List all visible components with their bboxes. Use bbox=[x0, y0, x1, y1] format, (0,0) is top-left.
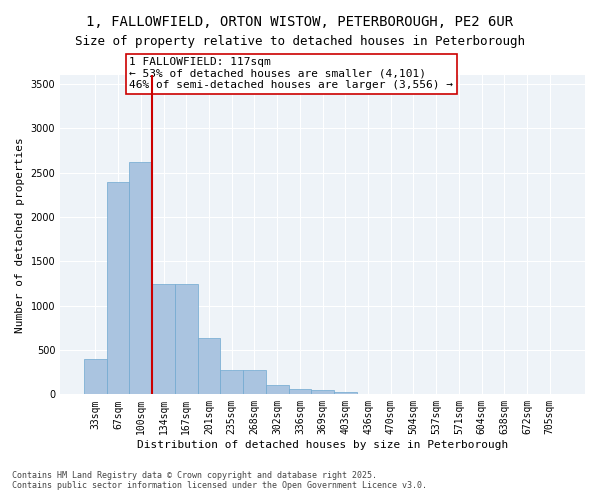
Bar bbox=[175, 284, 197, 395]
Bar bbox=[107, 182, 130, 394]
Text: 1, FALLOWFIELD, ORTON WISTOW, PETERBOROUGH, PE2 6UR: 1, FALLOWFIELD, ORTON WISTOW, PETERBOROU… bbox=[86, 15, 514, 29]
Bar bbox=[130, 162, 152, 394]
Bar bbox=[197, 338, 220, 394]
Y-axis label: Number of detached properties: Number of detached properties bbox=[15, 137, 25, 332]
Bar bbox=[243, 370, 266, 394]
Bar bbox=[152, 284, 175, 395]
Text: Size of property relative to detached houses in Peterborough: Size of property relative to detached ho… bbox=[75, 35, 525, 48]
Bar bbox=[334, 392, 356, 394]
Bar bbox=[289, 389, 311, 394]
Bar bbox=[84, 359, 107, 394]
Bar bbox=[266, 384, 289, 394]
X-axis label: Distribution of detached houses by size in Peterborough: Distribution of detached houses by size … bbox=[137, 440, 508, 450]
Bar bbox=[220, 370, 243, 394]
Bar bbox=[311, 390, 334, 394]
Text: 1 FALLOWFIELD: 117sqm
← 53% of detached houses are smaller (4,101)
46% of semi-d: 1 FALLOWFIELD: 117sqm ← 53% of detached … bbox=[130, 58, 454, 90]
Text: Contains HM Land Registry data © Crown copyright and database right 2025.
Contai: Contains HM Land Registry data © Crown c… bbox=[12, 470, 427, 490]
